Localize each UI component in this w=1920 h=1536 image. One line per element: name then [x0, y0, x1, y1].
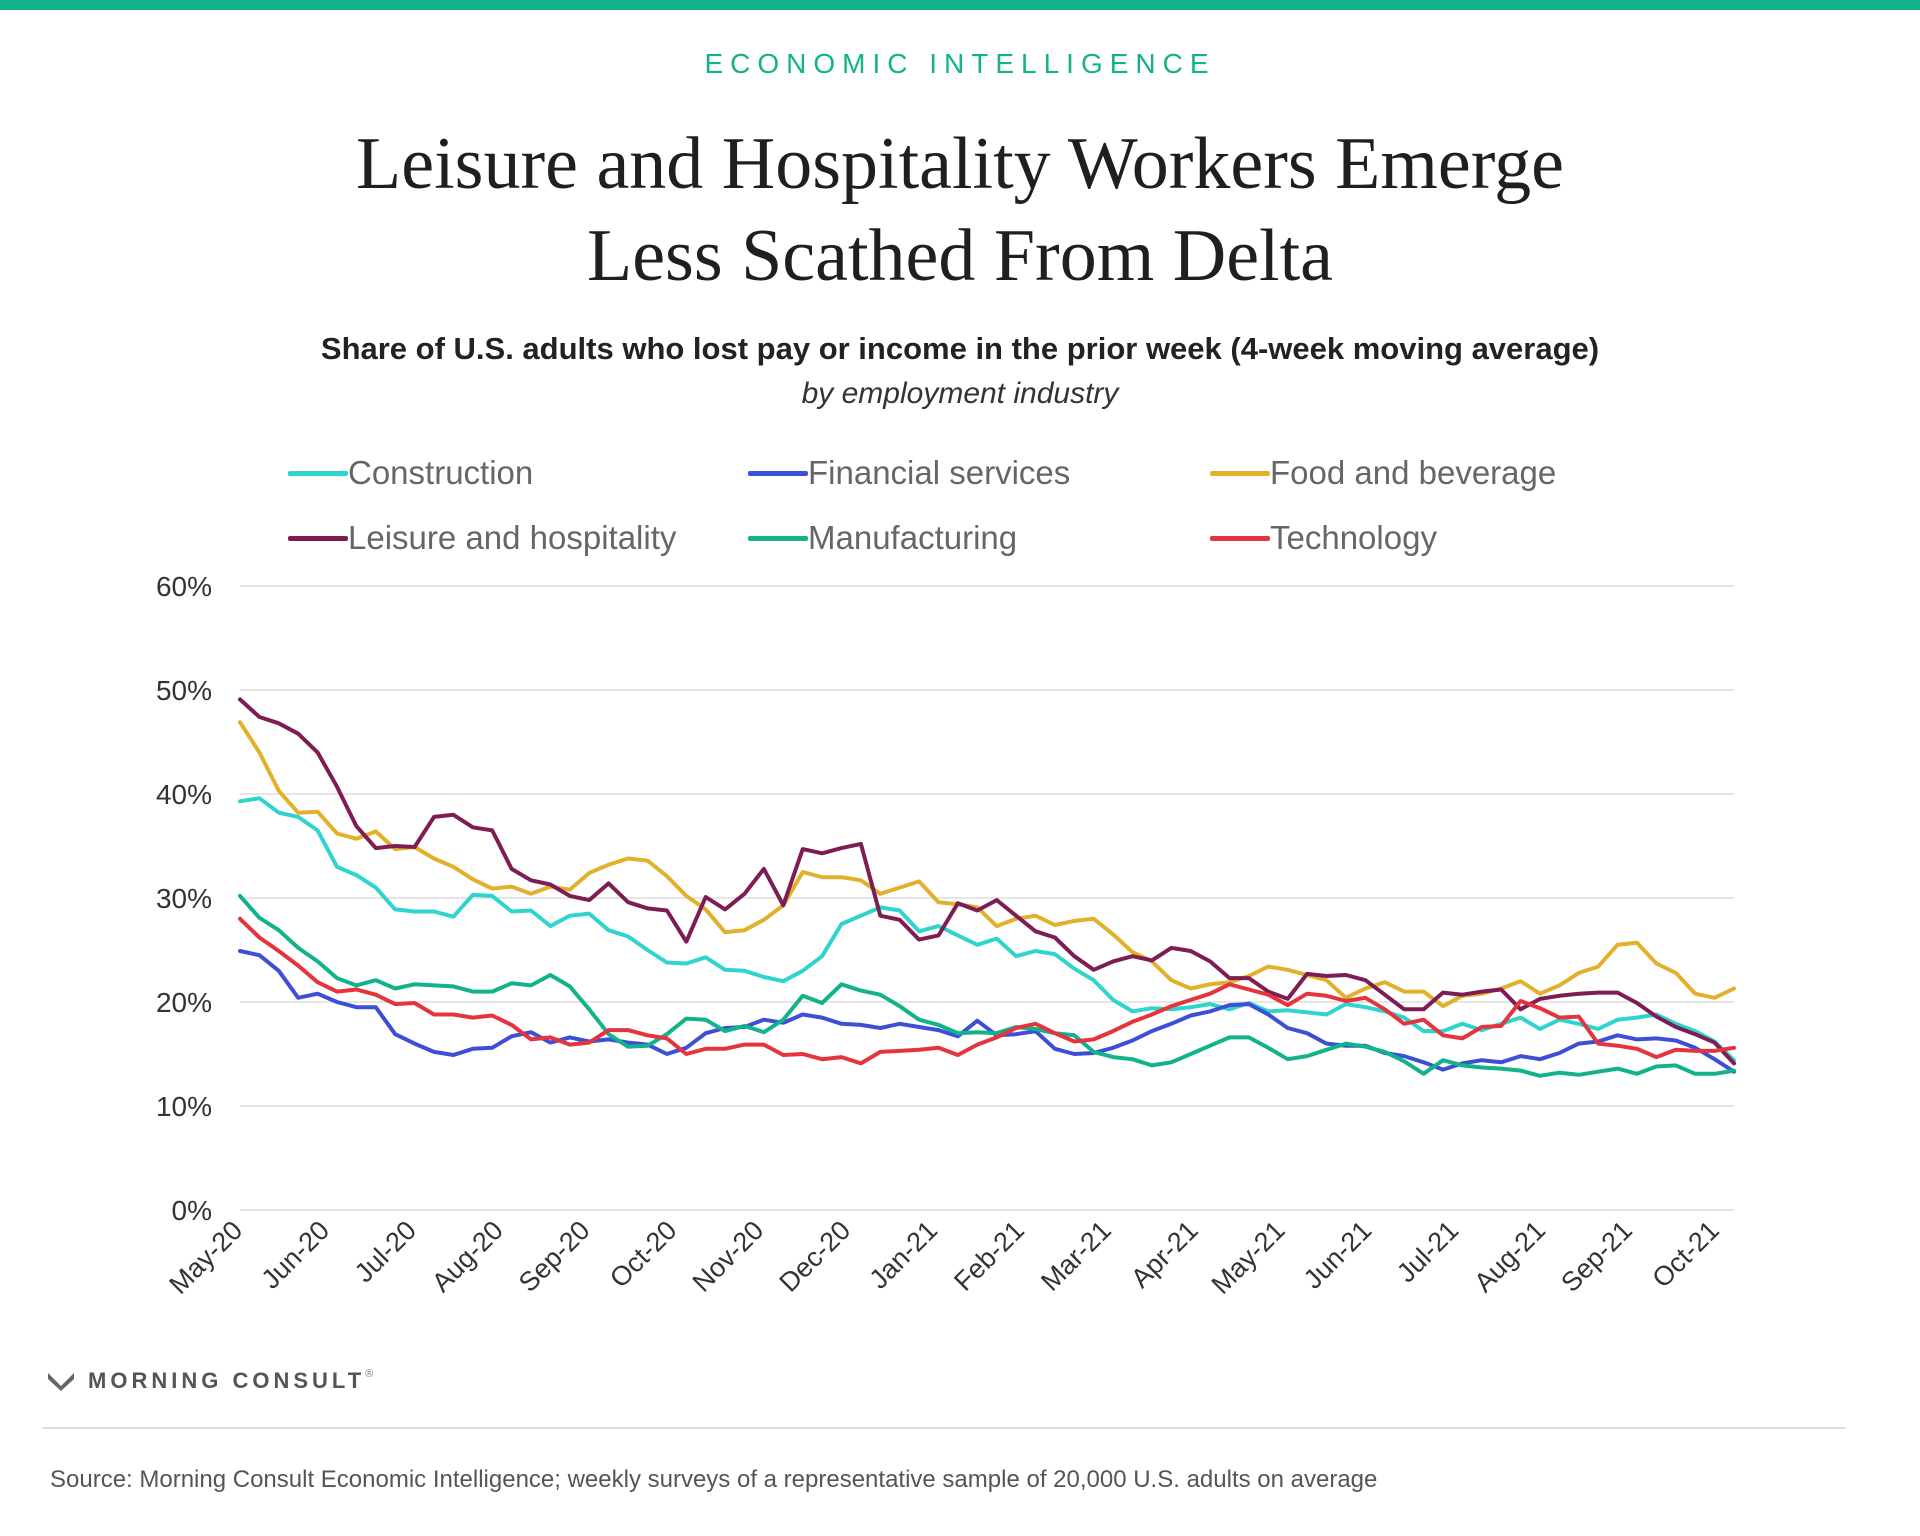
y-tick-label: 50% — [156, 675, 212, 706]
x-tick-label: Jun-21 — [1298, 1215, 1378, 1295]
kicker: ECONOMIC INTELLIGENCE — [704, 48, 1216, 79]
brand-registered-mark: ® — [365, 1368, 374, 1380]
legend-item-technology: Technology — [1210, 518, 1437, 558]
title-line-1: Leisure and Hospitality Workers Emerge — [356, 123, 1564, 205]
source-note: Source: Morning Consult Economic Intelli… — [50, 1466, 1378, 1493]
legend-item-manufacturing: Manufacturing — [748, 518, 1017, 558]
x-tick-label: Feb-21 — [948, 1215, 1030, 1297]
brand-name: MORNING CONSULT — [88, 1368, 366, 1393]
legend-label: Construction — [348, 454, 534, 491]
x-tick-label: May-20 — [163, 1215, 248, 1300]
morning-consult-logo: MORNING CONSULT ® — [46, 1366, 373, 1396]
x-tick-label: Jul-21 — [1391, 1215, 1464, 1288]
series-line-technology — [238, 916, 1736, 1066]
x-tick-label: Sep-21 — [1555, 1215, 1638, 1298]
x-tick-label: Aug-20 — [426, 1215, 509, 1298]
footer-divider — [42, 1427, 1846, 1429]
x-tick-label: Jan-21 — [864, 1215, 944, 1295]
chart-title: Leisure and Hospitality Workers Emerge L… — [160, 118, 1760, 302]
legend-swatch — [748, 470, 808, 476]
chart-subtitle: Share of U.S. adults who lost pay or inc… — [320, 331, 1600, 366]
chart-subtitle-secondary: by employment industry — [801, 377, 1119, 410]
x-tick-label: Oct-21 — [1646, 1215, 1725, 1294]
series-line-construction — [238, 796, 1736, 1063]
x-tick-label: Mar-21 — [1035, 1215, 1117, 1297]
series-line-food-and-beverage — [238, 720, 1736, 1009]
y-tick-label: 20% — [156, 987, 212, 1018]
top-accent-bar — [0, 0, 1920, 10]
y-tick-label: 40% — [156, 779, 212, 810]
legend-item-food-and-beverage: Food and beverage — [1210, 453, 1556, 493]
x-tick-label: Apr-21 — [1125, 1215, 1204, 1294]
y-tick-label: 10% — [156, 1091, 212, 1122]
legend-label: Financial services — [808, 454, 1071, 491]
x-tick-label: May-21 — [1206, 1215, 1291, 1300]
line-chart: 0%10%20%30%40%50%60%May-20 Jun-20 Jul-20 Au… — [156, 571, 1736, 1300]
x-tick-label: Jul-20 — [349, 1215, 422, 1288]
y-tick-label: 0% — [172, 1195, 212, 1226]
series-line-financial-services — [238, 949, 1736, 1074]
series-line-manufacturing — [238, 893, 1736, 1078]
legend: Construction Financial services Food and b… — [0, 0, 1920, 556]
x-tick-label: Dec-20 — [774, 1215, 857, 1298]
x-tick-label: Oct-20 — [604, 1215, 683, 1294]
legend-label: Manufacturing — [808, 519, 1018, 556]
legend-swatch — [288, 470, 348, 476]
legend-swatch — [1210, 535, 1270, 541]
legend-swatch — [1210, 470, 1270, 476]
legend-item-financial-services: Financial services — [748, 453, 1070, 493]
y-tick-label: 60% — [156, 571, 212, 602]
series-line-leisure-and-hospitality — [238, 697, 1736, 1066]
legend-item-leisure-and-hospitality: Leisure and hospitality — [288, 518, 676, 558]
legend-label: Leisure and hospitality — [348, 519, 677, 556]
legend-swatch — [288, 535, 348, 541]
y-tick-label: 30% — [156, 883, 212, 914]
x-tick-label: Sep-20 — [513, 1215, 596, 1298]
legend-item-construction: Construction — [288, 453, 533, 493]
morning-consult-m-icon — [48, 1373, 74, 1391]
x-tick-label: Jun-20 — [256, 1215, 336, 1295]
title-line-2: Less Scathed From Delta — [587, 215, 1333, 297]
x-tick-label: Nov-20 — [687, 1215, 770, 1298]
legend-swatch — [748, 535, 808, 541]
legend-label: Food and beverage — [1270, 454, 1557, 491]
x-tick-label: Aug-21 — [1468, 1215, 1551, 1298]
legend-label: Technology — [1270, 519, 1437, 556]
